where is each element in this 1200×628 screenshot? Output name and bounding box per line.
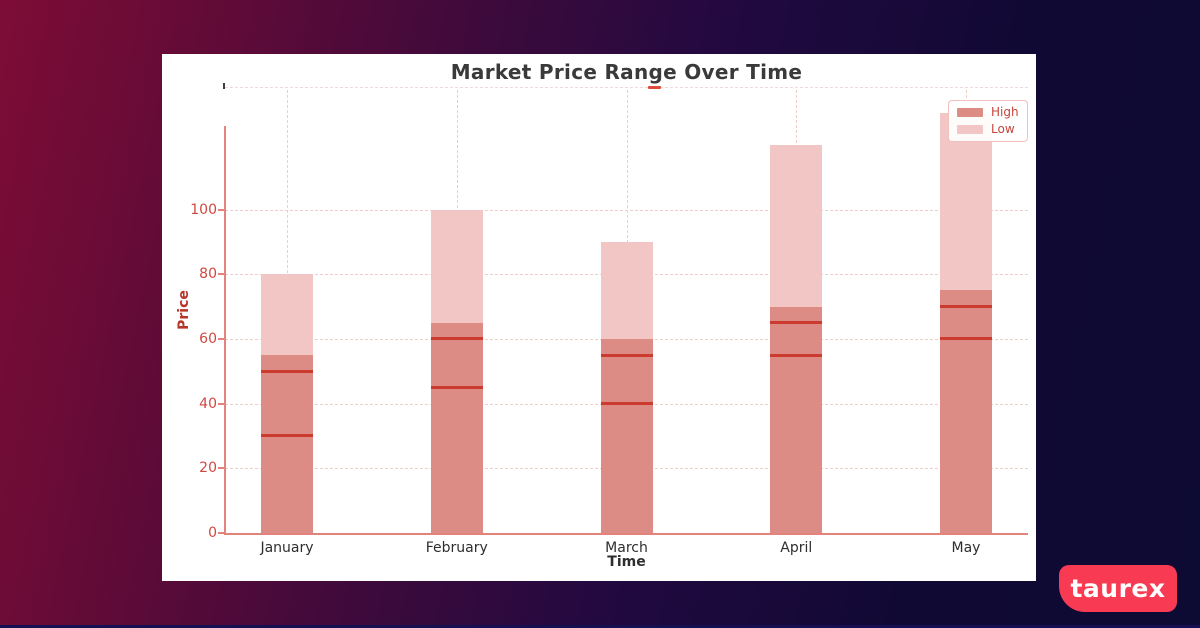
taurex-logo: taurex (1059, 565, 1177, 612)
y-tick-mark (218, 208, 225, 211)
legend-label-high: High (991, 105, 1019, 119)
x-axis-spine (224, 533, 1028, 535)
price-marker-march (600, 353, 653, 357)
legend-item-low: Low (957, 123, 1019, 136)
bar-high-may (940, 290, 992, 533)
price-marker-february (430, 337, 483, 341)
y-tick-mark (218, 532, 225, 534)
y-tick-mark (218, 273, 225, 276)
y-axis-top-tick (223, 83, 225, 89)
x-tick-label-march: March (605, 540, 648, 556)
plot-area: 0 20 40 60 80 100 January February March April May (162, 54, 1036, 581)
legend: High Low (948, 100, 1028, 142)
y-tick-mark (218, 337, 225, 340)
y-axis-spine (224, 126, 226, 533)
price-marker-april (770, 353, 823, 357)
x-tick-label-february: February (425, 540, 488, 556)
price-marker-january (261, 369, 313, 373)
x-tick-label-january: January (260, 540, 314, 556)
clipped-marker-dash (648, 86, 661, 89)
x-tick-label-may: May (951, 540, 981, 556)
x-tick-label-april: April (780, 540, 813, 556)
taurex-logo-text: taurex (1070, 574, 1166, 603)
y-tick-label: 100 (190, 201, 217, 218)
y-tick-label: 40 (199, 395, 217, 412)
y-tick-mark (218, 467, 225, 470)
price-marker-january (261, 434, 313, 438)
y-tick-label: 80 (199, 266, 217, 283)
chart-title: Market Price Range Over Time (450, 60, 803, 84)
y-tick-mark (218, 402, 225, 405)
price-marker-may (940, 337, 992, 341)
y-tick-label: 60 (199, 330, 217, 347)
chart-panel: Market Price Range Over Time Price 0 20 40… (162, 54, 1036, 581)
x-axis-label: Time (607, 554, 646, 570)
price-marker-may (940, 305, 992, 309)
bar-high-february (430, 322, 483, 533)
price-marker-april (770, 321, 823, 325)
legend-swatch-high (957, 108, 983, 117)
legend-item-high: High (957, 106, 1019, 119)
axes-top-gridline (225, 87, 1028, 88)
legend-swatch-low (957, 125, 983, 134)
bar-high-april (770, 306, 823, 533)
y-tick-label: 0 (208, 525, 217, 541)
price-marker-march (600, 402, 653, 406)
bar-high-march (600, 338, 653, 533)
legend-label-low: Low (991, 122, 1015, 136)
price-marker-february (430, 385, 483, 389)
y-tick-label: 20 (199, 460, 217, 477)
bar-high-january (261, 355, 313, 533)
